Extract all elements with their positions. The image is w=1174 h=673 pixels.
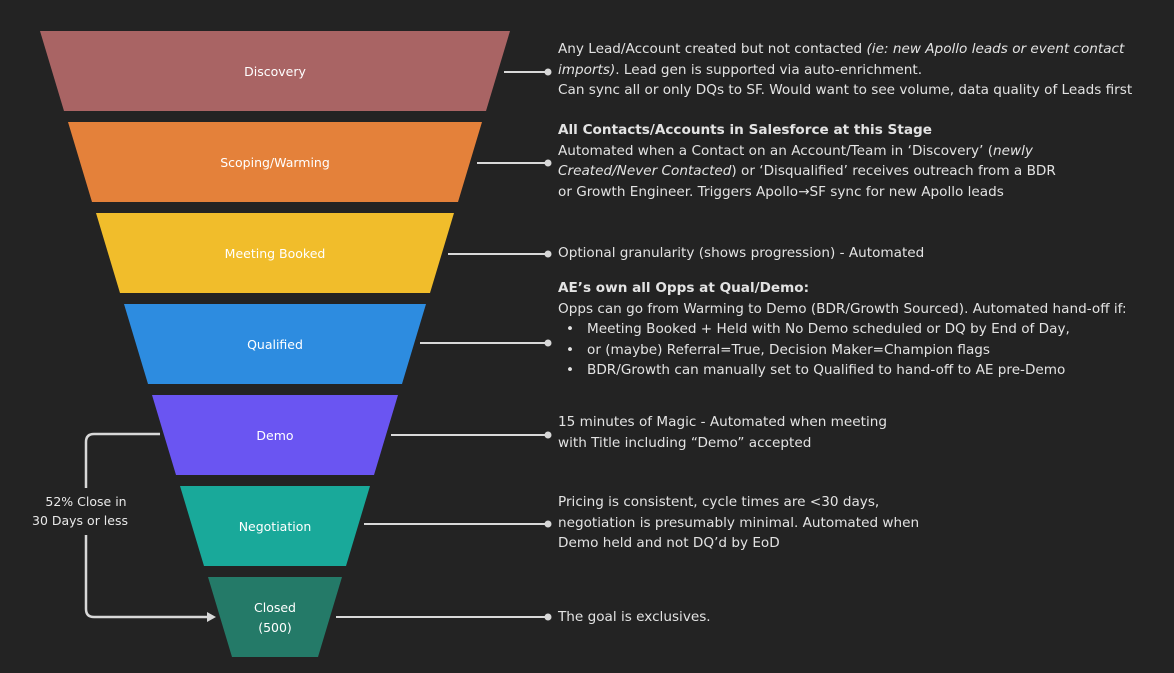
scoping-desc-italic: newly (993, 142, 1033, 159)
stage-demo-segment (152, 395, 398, 475)
scoping-desc-italic: Created/Never Contacted (558, 163, 732, 179)
discovery-desc-text: Any Lead/Account created but not contact… (558, 41, 867, 57)
close-rate-note-line1: 52% Close in (45, 494, 126, 509)
negotiation-description: Pricing is consistent, cycle times are <… (558, 492, 919, 554)
qualified-desc-heading: AE’s own all Opps at Qual/Demo: (558, 280, 810, 296)
connectors (336, 68, 552, 621)
qualified-criteria-item: BDR/Growth can manually set to Qualified… (566, 360, 1127, 381)
stage-scoping-label: Scoping/Warming (220, 155, 330, 170)
negotiation-desc-text: Pricing is consistent, cycle times are <… (558, 494, 880, 510)
stage-discovery-segment (40, 31, 510, 111)
stage-negotiation-segment (180, 486, 370, 566)
closed-desc-text: The goal is exclusives. (558, 609, 711, 625)
stage-discovery-label: Discovery (244, 64, 306, 79)
connector-scoping-dot (544, 159, 552, 167)
stage-closed-label: Closed (254, 600, 296, 615)
connector-closed-dot (544, 613, 552, 621)
connector-qualified-dot (544, 339, 552, 347)
meeting-booked-description: Optional granularity (shows progression)… (558, 243, 924, 264)
close-rate-note-line2: 30 Days or less (32, 513, 128, 528)
qualified-description: AE’s own all Opps at Qual/Demo: Opps can… (558, 278, 1127, 381)
discovery-desc-italic: (ie: new Apollo leads or event contact (866, 41, 1125, 57)
negotiation-desc-text: Demo held and not DQ’d by EoD (558, 535, 780, 551)
scoping-desc-text: ) or ‘Disqualified’ receives outreach fr… (731, 163, 1056, 179)
discovery-desc-text: . Lead gen is supported via auto-enrichm… (615, 61, 923, 78)
demo-to-closed-bracket (84, 432, 212, 619)
bracket-arrowhead (207, 612, 216, 622)
qualified-desc-text: Opps can go from Warming to Demo (BDR/Gr… (558, 300, 1127, 317)
connector-negotiation-dot (544, 520, 552, 528)
scoping-desc-text: or Growth Engineer. Triggers Apollo→SF s… (558, 183, 1004, 200)
stage-qualified-label: Qualified (247, 337, 303, 352)
stage-scoping-segment (68, 122, 482, 202)
scoping-desc-heading: All Contacts/Accounts in Salesforce at t… (558, 122, 932, 138)
demo-desc-text: with Title including “Demo” accepted (558, 434, 812, 451)
qualified-criteria-list: Meeting Booked + Held with No Demo sched… (558, 319, 1127, 381)
connector-meeting-dot (544, 250, 552, 258)
qualified-criteria-item: or (maybe) Referral=True, Decision Maker… (566, 340, 1127, 361)
discovery-desc-italic: imports) (558, 61, 616, 78)
demo-desc-text: 15 minutes of Magic - Automated when mee… (558, 414, 888, 430)
meeting-booked-desc-text: Optional granularity (shows progression)… (558, 245, 925, 261)
connector-demo-dot (544, 431, 552, 439)
scoping-desc-text: Automated when a Contact on an Account/T… (558, 142, 994, 159)
discovery-description: Any Lead/Account created but not contact… (558, 39, 1132, 101)
stage-negotiation-label: Negotiation (239, 519, 312, 534)
scoping-description: All Contacts/Accounts in Salesforce at t… (558, 120, 1056, 202)
stage-closed-count: (500) (258, 620, 292, 635)
qualified-criteria-item: Meeting Booked + Held with No Demo sched… (566, 319, 1127, 340)
stage-closed-segment (208, 577, 342, 657)
stage-demo-label: Demo (256, 428, 293, 443)
closed-description: The goal is exclusives. (558, 607, 711, 628)
negotiation-desc-text: negotiation is presumably minimal. Autom… (558, 514, 920, 531)
discovery-desc-text: Can sync all or only DQs to SF. Would wa… (558, 82, 1133, 98)
demo-description: 15 minutes of Magic - Automated when mee… (558, 412, 887, 453)
connector-discovery-dot (544, 68, 552, 76)
stage-meeting-booked-label: Meeting Booked (225, 246, 326, 261)
stage-qualified-segment (124, 304, 426, 384)
stage-meeting-booked-segment (96, 213, 454, 293)
